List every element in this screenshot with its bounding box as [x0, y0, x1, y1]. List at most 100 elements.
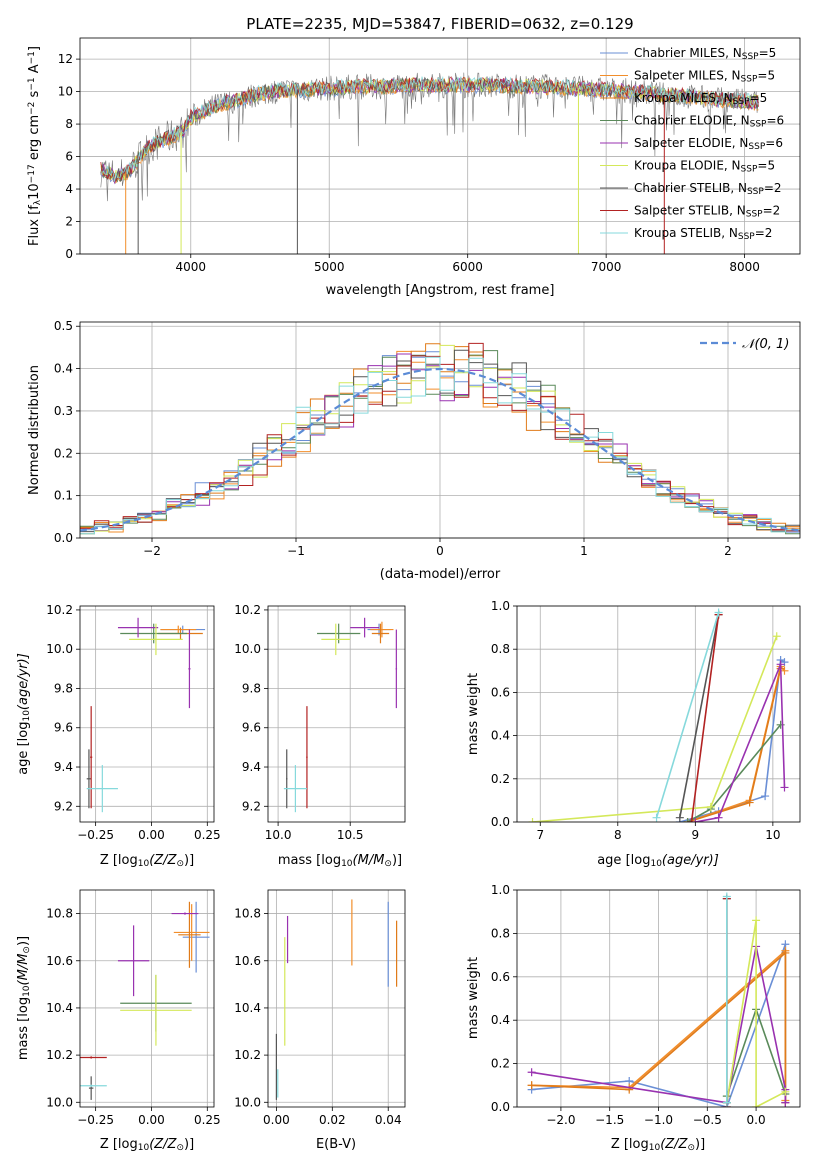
weight-marker: [780, 783, 789, 792]
tick-label-y: 0.2: [54, 446, 73, 460]
tick-label-y: 0: [65, 247, 73, 261]
tick-label-y: 0.4: [491, 729, 510, 743]
tick-label-x: −0.25: [77, 828, 114, 842]
weight-marker: [745, 798, 754, 807]
tick-label-y: 10.8: [234, 907, 261, 921]
tick-label-y: 0.0: [491, 1100, 510, 1114]
tick-label-y: 9.6: [242, 721, 261, 735]
x-axis-label: Z [log10(Z/Z⊙)]: [100, 1137, 194, 1153]
tick-label-x: 0.0: [747, 1113, 766, 1127]
tick-label-x: −0.25: [77, 1113, 114, 1127]
y-axis-label: Normed distribution: [27, 365, 42, 495]
y-axis-label: mass weight: [466, 957, 481, 1039]
legend-label: Chabrier STELIB, NSSP=2: [634, 181, 782, 197]
tick-label-y: 10.4: [234, 1001, 261, 1015]
plot-area-age_vs_mass: [283, 617, 398, 813]
tick-label-y: 0.2: [491, 772, 510, 786]
axes-frame: [79, 889, 215, 1108]
tick-label-x: 6000: [452, 260, 483, 274]
weight-marker: [652, 813, 661, 822]
model-spectrum-8: [100, 75, 759, 182]
weight-series-8: [655, 612, 720, 818]
axes-frame: [267, 605, 406, 823]
tick-label-x: 7: [536, 828, 544, 842]
tick-label-y: 0.0: [491, 815, 510, 829]
tick-label-x: 8000: [729, 260, 760, 274]
tick-label-x: 0.00: [138, 1113, 165, 1127]
tick-label-y: 0.3: [54, 404, 73, 418]
weight-marker: [772, 632, 781, 641]
y-axis-label: Flux [fλ10−17 erg cm−2 s−1 A−1]: [27, 46, 43, 246]
model-spectrum-6: [100, 76, 759, 182]
weight-marker: [527, 1068, 536, 1077]
tick-label-y: 10.0: [46, 1095, 73, 1109]
plot-area-weight_vs_age: [528, 608, 789, 822]
tick-label-x: 10.5: [337, 828, 364, 842]
tick-label-y: 9.4: [242, 760, 261, 774]
tick-label-y: 12: [58, 52, 73, 66]
legend-label: Kroupa MILES, NSSP=5: [634, 91, 767, 107]
legend-label: Kroupa ELODIE, NSSP=5: [634, 159, 775, 175]
tick-label-x: 10: [765, 828, 780, 842]
tick-label-x: −0.5: [693, 1113, 722, 1127]
tick-label-y: 0.8: [491, 642, 510, 656]
tick-label-y: 0.4: [491, 1013, 510, 1027]
weight-series-6: [679, 614, 720, 818]
residual-histogram-8: [80, 356, 800, 535]
tick-label-x: 0.25: [194, 828, 221, 842]
tick-label-x: 0.00: [263, 1113, 290, 1127]
weight-marker: [780, 658, 789, 667]
weight-marker: [527, 1081, 536, 1090]
tick-label-y: 0.6: [491, 685, 510, 699]
y-axis-label: age [log10(age/yr)]: [16, 653, 32, 775]
weight-marker: [675, 813, 684, 822]
x-axis-label: (data-model)/error: [380, 567, 501, 582]
weight-marker: [781, 948, 790, 957]
tick-label-y: 9.2: [242, 799, 261, 813]
weight-marker: [776, 660, 785, 669]
tick-label-x: 0.00: [138, 828, 165, 842]
tick-label-y: 10.6: [234, 954, 261, 968]
tick-label-y: 10.2: [46, 603, 73, 617]
tick-label-x: −1: [287, 544, 305, 558]
tick-label-x: −2.0: [546, 1113, 575, 1127]
tick-label-y: 9.2: [54, 799, 73, 813]
tick-label-y: 6: [65, 150, 73, 164]
legend-label: Salpeter STELIB, NSSP=2: [634, 204, 780, 220]
weight-series-2: [531, 951, 787, 1103]
axes-frame: [79, 321, 801, 539]
weight-series-4: [695, 664, 786, 822]
figure-title: PLATE=2235, MJD=53847, FIBERID=0632, z=0…: [246, 15, 633, 33]
tick-label-y: 0.6: [491, 970, 510, 984]
tick-label-y: 4: [65, 182, 73, 196]
legend-label-gaussian: 𝒩(0, 1): [742, 337, 789, 352]
x-axis-label: mass [log10(M/M⊙)]: [278, 853, 402, 869]
axes-frame: [79, 37, 801, 255]
x-axis-label: Z [log10(Z/Z⊙)]: [611, 1137, 705, 1153]
tick-label-y: 1.0: [491, 599, 510, 613]
tick-label-x: −1.0: [644, 1113, 673, 1127]
legend-label: Salpeter MILES, NSSP=5: [634, 69, 775, 85]
panel-residuals: −2 −1 0 1 2 0.0 0.1 0.2 0.3 0.4 0.5 𝒩(0, 1) (data-mo…: [27, 319, 801, 582]
tick-label-x: 8: [614, 828, 622, 842]
plot-area-mass_vs_ebv: [275, 899, 398, 1100]
panel-spectrum: 4000 5000 6000 7000 8000 0 2 4 6 8 10 12 Chabrier MI…: [27, 37, 801, 298]
tick-label-y: 10.2: [234, 603, 261, 617]
tick-label-y: 9.4: [54, 760, 73, 774]
weight-marker: [722, 892, 731, 901]
weight-marker: [752, 916, 761, 925]
tick-label-y: 0.2: [491, 1057, 510, 1071]
tick-label-y: 10.4: [46, 1001, 73, 1015]
plot-area-mass_vs_Z: [80, 901, 210, 1100]
weight-marker: [781, 1087, 790, 1096]
tick-label-y: 10.0: [46, 642, 73, 656]
y-axis-label: mass weight: [466, 673, 481, 755]
tick-label-y: 10: [58, 85, 73, 99]
tick-label-y: 0.1: [54, 489, 73, 503]
tick-label-y: 10.2: [234, 1048, 261, 1062]
tick-label-y: 9.6: [54, 721, 73, 735]
tick-label-x: 10.0: [265, 828, 292, 842]
weight-marker: [752, 1103, 761, 1107]
